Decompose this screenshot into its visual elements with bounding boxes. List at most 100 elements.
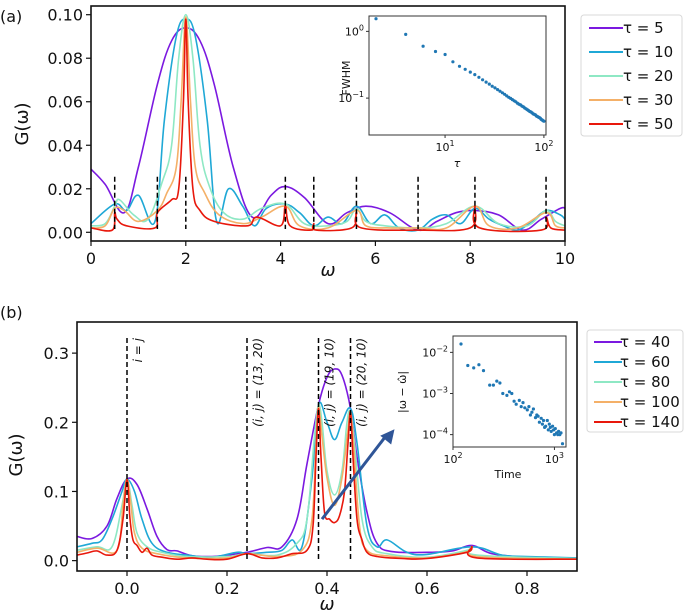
panel-a-inset-frame — [368, 15, 547, 136]
inset-data-point — [545, 418, 549, 423]
panel-b-y-axis-label: G(ω) — [6, 433, 27, 476]
inset-data-point — [546, 428, 550, 432]
x-tick-label: 0 — [86, 249, 96, 268]
legend-label: τ = 10 — [623, 43, 673, 61]
inset-data-point — [521, 401, 525, 405]
inset-data-point — [466, 363, 470, 368]
legend-item: τ = 40 — [594, 333, 670, 351]
inset-data-point — [537, 420, 542, 424]
inset-data-point — [507, 390, 511, 394]
series-line-5 — [91, 27, 565, 232]
inset-data-point — [404, 32, 408, 37]
panel-b-plot-area: i = j (i, j) = (13, 20) (i, j) = (19, 10) (… — [77, 337, 577, 561]
legend-item: τ = 80 — [594, 373, 670, 391]
arrow-line — [320, 434, 388, 521]
y-tick-label: 0.3 — [44, 344, 69, 363]
inset-data-point — [542, 119, 546, 123]
inset-data-point — [481, 78, 485, 82]
inset-x-tick-label: 101 — [436, 139, 455, 154]
x-tick-label: 0.4 — [314, 579, 339, 598]
dashed-line-annotation: i = j — [131, 337, 145, 362]
dashed-line-annotation: (i, j) = (20, 10) — [355, 338, 369, 427]
inset-data-point — [451, 60, 455, 64]
inset-data-point — [531, 407, 536, 411]
legend-label: τ = 50 — [623, 115, 673, 133]
panel-b-x-ticks: 0.0 0.2 0.4 0.6 0.8 — [114, 571, 540, 598]
panel-b: (b) i = j (i, j) = (13, 20) (i, j) = (19, … — [0, 303, 684, 615]
inset-data-point — [547, 422, 551, 426]
inset-data-point — [559, 431, 563, 435]
inset-data-point — [551, 424, 555, 428]
legend-item: τ = 5 — [589, 19, 664, 37]
x-tick-label: 0.0 — [114, 579, 139, 598]
legend-item: τ = 10 — [589, 43, 673, 61]
inset-y-tick-label: 100 — [345, 23, 364, 38]
legend-label: τ = 40 — [620, 333, 670, 351]
inset-data-point — [549, 429, 553, 433]
inset-data-point — [477, 75, 481, 79]
inset-data-point — [533, 416, 538, 420]
legend-item: τ = 100 — [594, 393, 680, 411]
panel-a-inset-x-label: τ — [454, 157, 461, 170]
inset-data-point — [553, 427, 557, 431]
legend-item: τ = 50 — [589, 115, 673, 133]
panel-b-legend-box — [586, 329, 684, 433]
inset-data-point — [544, 424, 548, 428]
legend-item: τ = 30 — [589, 91, 673, 109]
inset-data-point — [525, 408, 529, 412]
inset-data-point — [468, 70, 472, 74]
legend-item: τ = 20 — [589, 67, 673, 85]
inset-data-point — [490, 84, 494, 88]
legend-label: τ = 80 — [620, 373, 670, 391]
inset-data-point — [493, 86, 497, 90]
panel-a-inset-ticks: 101 102 10−1 100 — [338, 23, 553, 154]
y-tick-label: 0.02 — [47, 180, 83, 199]
inset-data-point — [501, 391, 505, 396]
legend-label: τ = 20 — [623, 67, 673, 85]
panel-a: (a) 0 2 4 6 8 10 0.00 0.02 0.04 0.06 0.08 0.10 ω G… — [0, 5, 683, 281]
legend-label: τ = 5 — [623, 19, 664, 37]
inset-data-point — [496, 88, 500, 92]
inset-data-point — [523, 406, 527, 410]
inset-data-point — [528, 413, 533, 417]
inset-data-point — [517, 398, 521, 402]
panel-b-y-ticks: 0.0 0.1 0.2 0.3 — [44, 344, 77, 571]
inset-data-point — [530, 410, 534, 414]
panel-a-legend: τ = 5 τ = 10 τ = 20 τ = 30 τ = 50 — [580, 14, 683, 137]
panel-a-y-axis-label: G(ω) — [12, 102, 33, 145]
x-tick-label: 4 — [276, 249, 286, 268]
panel-a-plot-area — [91, 13, 565, 233]
inset-data-point — [557, 429, 561, 433]
legend-item: τ = 60 — [594, 353, 670, 371]
inset-data-point — [491, 383, 495, 387]
x-tick-label: 0.8 — [514, 579, 539, 598]
inset-data-point — [443, 52, 447, 57]
x-tick-label: 0.2 — [214, 579, 239, 598]
inset-data-point — [481, 369, 486, 373]
legend-label: τ = 30 — [623, 91, 673, 109]
series-line-60 — [77, 401, 577, 559]
panel-b-legend: τ = 40 τ = 60 τ = 80 τ = 100 τ = 140 — [586, 329, 684, 433]
panel-b-inset-points — [459, 342, 565, 446]
panel-a-inset-y-label: FWHM — [340, 61, 353, 96]
inset-data-point — [463, 67, 467, 71]
inset-data-point — [477, 363, 481, 367]
x-tick-label: 6 — [370, 249, 380, 268]
inset-x-tick-label: 102 — [443, 451, 462, 466]
panel-a-frame — [90, 5, 566, 242]
series-line-40 — [77, 368, 577, 559]
inset-data-point — [552, 433, 557, 437]
x-tick-label: 8 — [465, 249, 475, 268]
inset-data-point — [459, 342, 463, 346]
arrow-head-icon — [380, 429, 395, 445]
panel-a-inset: 101 102 10−1 100 FWHM τ — [338, 15, 553, 170]
x-tick-label: 10 — [555, 249, 575, 268]
inset-x-tick-label: 103 — [545, 451, 564, 466]
inset-data-point — [498, 89, 502, 93]
y-tick-label: 0.00 — [47, 223, 83, 242]
dashed-line-annotation: (i, j) = (13, 20) — [251, 338, 265, 427]
x-tick-label: 2 — [181, 249, 191, 268]
panel-a-y-ticks: 0.00 0.02 0.04 0.06 0.08 0.10 — [47, 6, 91, 242]
y-tick-label: 0.08 — [47, 49, 83, 68]
